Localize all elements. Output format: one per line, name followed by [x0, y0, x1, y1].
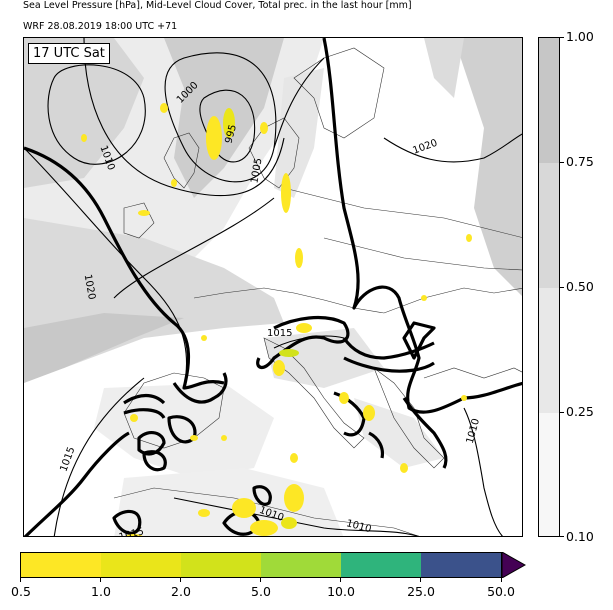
isobar-label: 1015: [118, 526, 145, 537]
isobar-label: 1015: [267, 328, 292, 339]
cloud-bar-label: 1.00: [566, 29, 594, 44]
isobar-label: 1005: [249, 157, 264, 184]
time-label: 17 UTC Sat: [28, 43, 110, 64]
precip-bar-segment: [341, 553, 421, 577]
precip-bar-label: 5.0: [251, 584, 271, 599]
isobar-label: 1020: [82, 274, 97, 301]
isobar-label: 1020: [411, 138, 439, 157]
cloud-bar-tick: [560, 162, 564, 163]
cloud-bar-label: 0.75: [566, 154, 594, 169]
cloud-bar-label: 0.50: [566, 279, 594, 294]
isobar-label: 995: [224, 123, 240, 144]
title-line-1: Sea Level Pressure [hPa], Mid-Level Clou…: [23, 0, 412, 11]
precip-bar-label: 50.0: [487, 584, 515, 599]
map-canvas: 1000 995 1005 1010 1020 1020 1015 1015 1…: [24, 38, 522, 537]
cloud-cover-colorbar: [538, 37, 560, 537]
precip-bar-segment: [101, 553, 181, 577]
precip-bar-label: 25.0: [407, 584, 435, 599]
precip-bar-label: 0.5: [11, 584, 31, 599]
cloud-bar-tick: [560, 536, 564, 537]
precip-bar-tick: [20, 578, 21, 582]
precip-bar-segment: [181, 553, 261, 577]
isobar-label: 1015: [58, 446, 77, 474]
precip-colorbar: [20, 552, 502, 578]
isobars-layer: [24, 38, 522, 536]
cloud-bar-segment: [539, 288, 559, 413]
precip-bar-segment: [421, 553, 501, 577]
precip-extend-arrow: [502, 552, 526, 578]
precip-bar-label: 1.0: [91, 584, 111, 599]
precip-bar-tick: [420, 578, 421, 582]
precip-bar-tick: [260, 578, 261, 582]
cloud-bar-tick: [560, 412, 564, 413]
cloud-bar-label: 0.10: [566, 529, 594, 544]
cloud-bar-segment: [539, 38, 559, 163]
precip-bar-tick: [100, 578, 101, 582]
precip-bar-label: 10.0: [327, 584, 355, 599]
title-line-2: WRF 28.08.2019 18:00 UTC +71: [23, 21, 178, 32]
isobar-label: 1010: [465, 417, 482, 444]
coastlines-layer: [113, 47, 522, 536]
map-panel: 1000 995 1005 1010 1020 1020 1015 1015 1…: [23, 37, 523, 537]
cloud-bar-segment: [539, 413, 559, 536]
precip-bar-segment: [261, 553, 341, 577]
precip-bar-label: 2.0: [171, 584, 191, 599]
isobar-label: 1010: [345, 518, 372, 535]
precip-layer: [81, 103, 472, 536]
cloud-bar-tick: [560, 37, 564, 38]
precip-bar-segment: [21, 553, 101, 577]
precip-bar-tick: [501, 578, 502, 582]
precip-bar-tick: [340, 578, 341, 582]
cloud-bar-label: 0.25: [566, 404, 594, 419]
cloud-bar-segment: [539, 163, 559, 288]
precip-bar-tick: [180, 578, 181, 582]
cloud-bar-tick: [560, 287, 564, 288]
